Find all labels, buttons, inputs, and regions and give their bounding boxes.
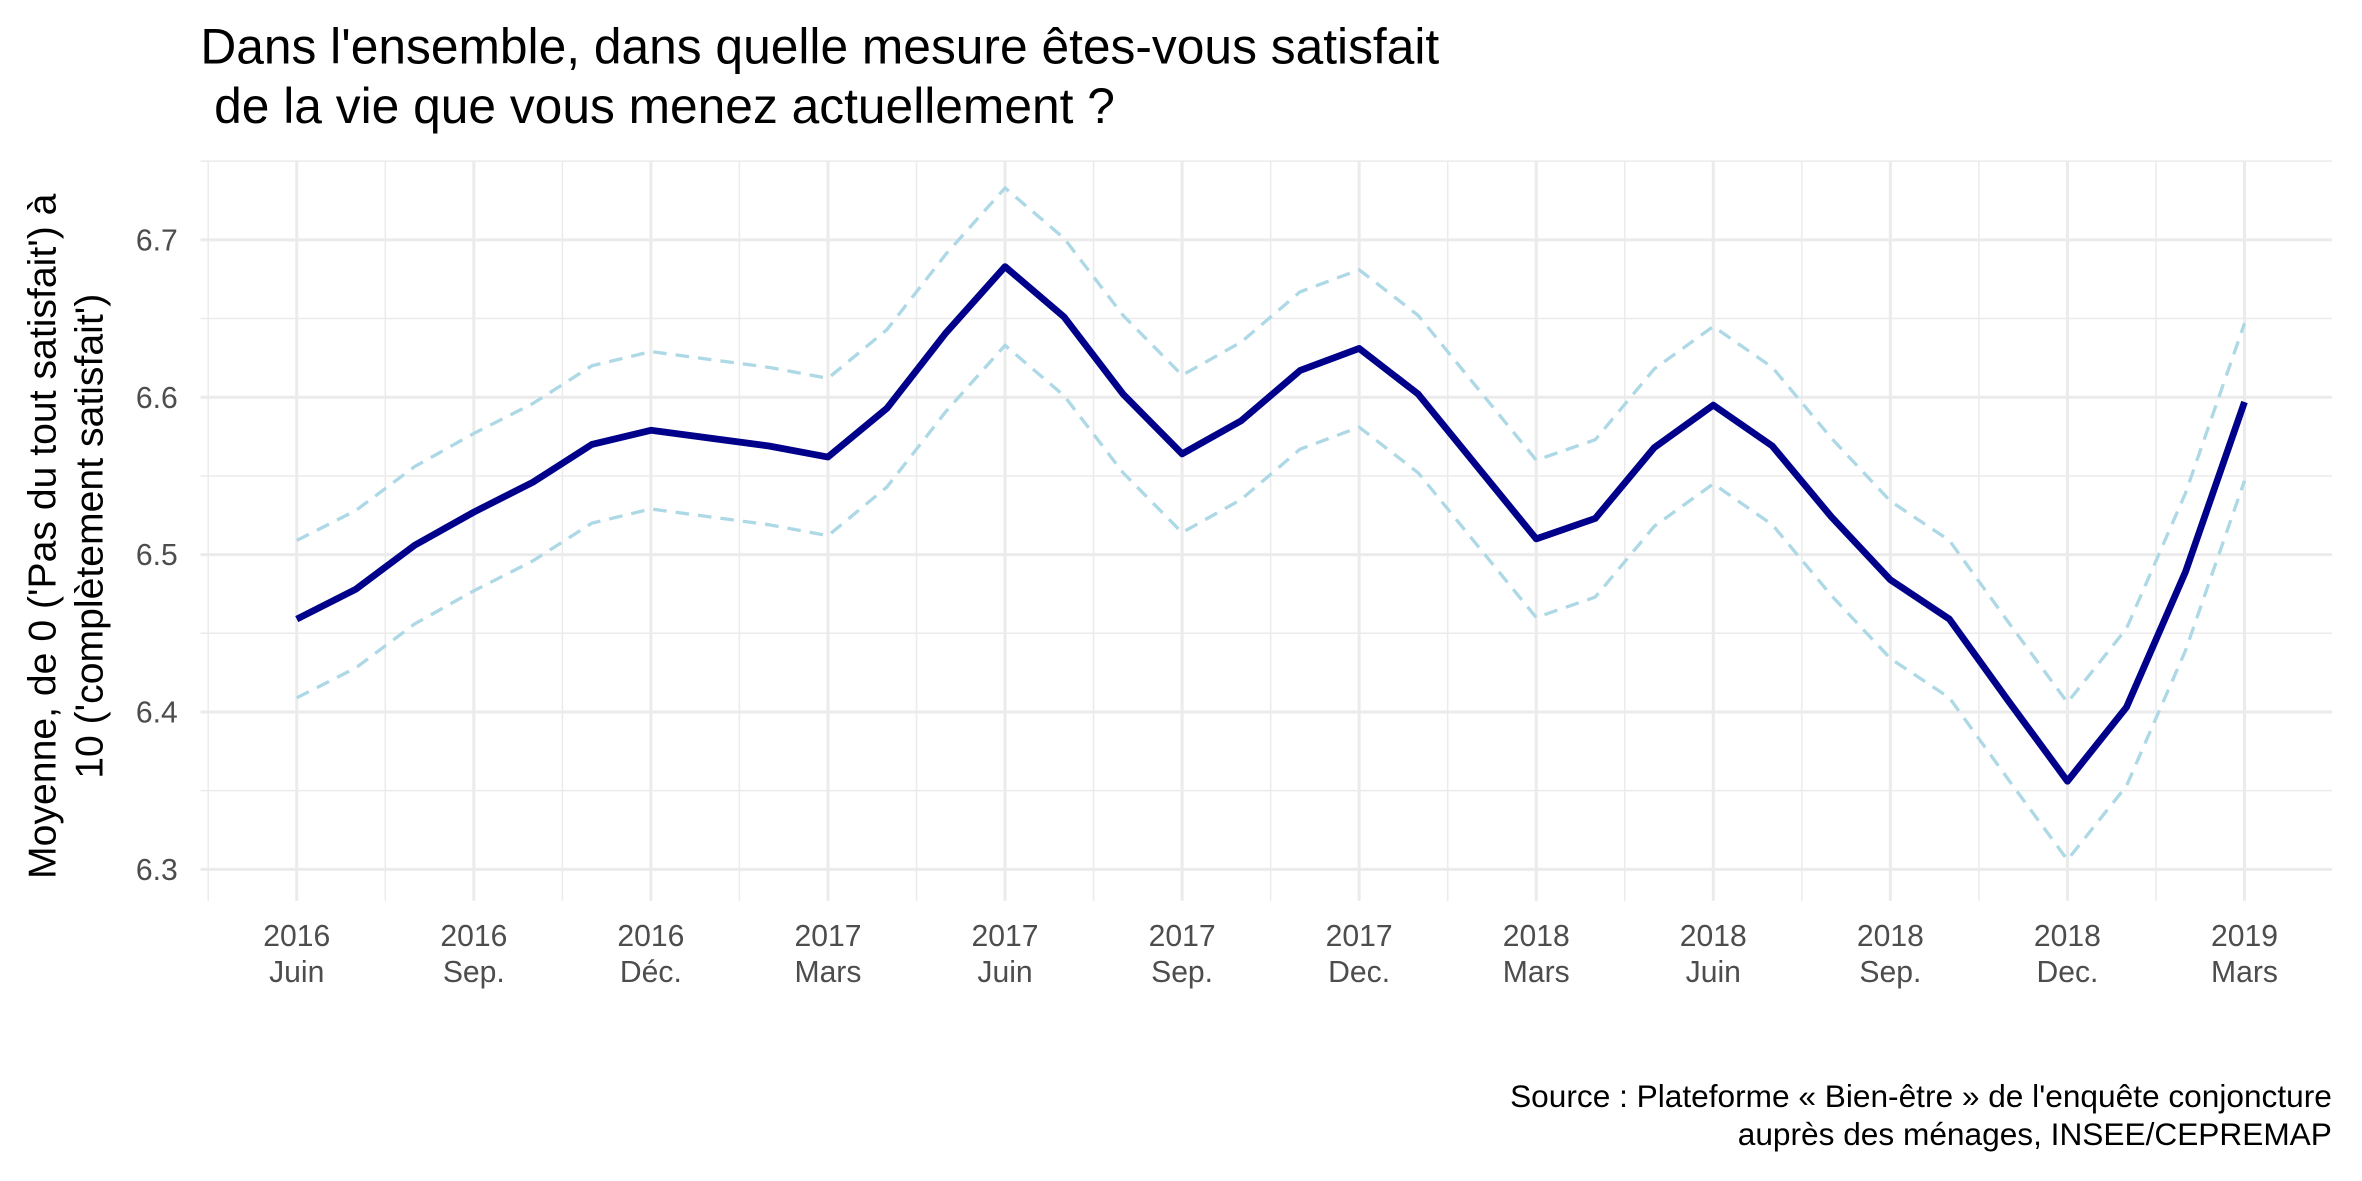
x-tick-label: 2017 Dec. bbox=[1326, 920, 1393, 989]
chart-title: Dans l'ensemble, dans quelle mesure êtes… bbox=[200, 18, 1439, 134]
y-tick-label: 6.3 bbox=[136, 854, 178, 887]
y-tick-label: 6.7 bbox=[136, 224, 178, 257]
series-line bbox=[296, 186, 2247, 705]
series-line bbox=[296, 343, 2247, 862]
y-tick-label: 6.5 bbox=[136, 539, 178, 572]
x-tick-label: 2018 Sep. bbox=[1857, 920, 1924, 989]
x-tick-label: 2016 Sep. bbox=[440, 920, 507, 989]
x-tick-label: 2017 Juin bbox=[972, 920, 1039, 989]
x-tick-label: 2019 Mars bbox=[2211, 920, 2278, 989]
x-tick-label: 2016 Juin bbox=[263, 920, 330, 989]
x-tick-label: 2018 Dec. bbox=[2034, 920, 2101, 989]
x-tick-label: 2017 Mars bbox=[794, 920, 861, 989]
caption: Source : Plateforme « Bien-être » de l'e… bbox=[1510, 1078, 2332, 1152]
x-tick-label: 2018 Juin bbox=[1680, 920, 1747, 989]
x-tick-label: 2016 Déc. bbox=[617, 920, 684, 989]
y-tick-label: 6.6 bbox=[136, 382, 178, 415]
marks bbox=[295, 186, 2248, 862]
series-line bbox=[295, 263, 2248, 785]
x-tick-label: 2017 Sep. bbox=[1149, 920, 1216, 989]
x-tick-label: 2018 Mars bbox=[1503, 920, 1570, 989]
y-tick-label: 6.4 bbox=[136, 697, 178, 730]
y-axis-label: Moyenne, de 0 ('Pas du tout satisfait') … bbox=[22, 193, 112, 879]
grid bbox=[200, 160, 2332, 901]
